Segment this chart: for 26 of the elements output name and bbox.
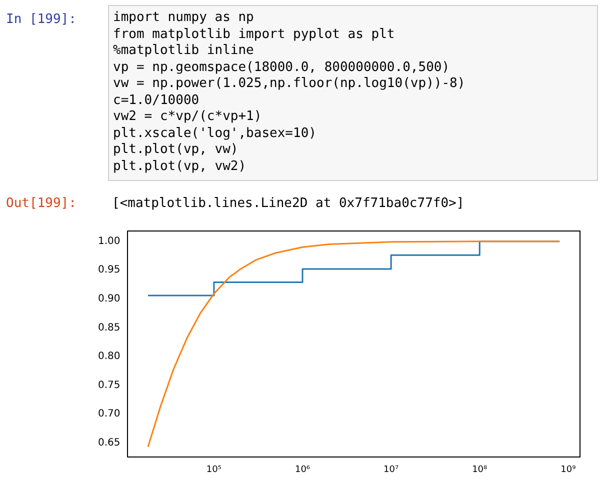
y-tick-label: 0.80 xyxy=(98,351,120,362)
x-tick-label: 10⁶ xyxy=(294,464,310,475)
text: import numpy as np xyxy=(113,10,254,25)
text: plt.xscale('log',basex=10) xyxy=(113,126,316,140)
text: %matplotlib inline xyxy=(113,43,254,58)
x-tick-label: 10⁷ xyxy=(384,464,399,475)
text: Out[199]: xyxy=(6,196,76,211)
y-tick-label: 0.90 xyxy=(98,294,120,305)
text: plt.plot(vp, vw) xyxy=(113,142,238,157)
y-tick-label: 0.70 xyxy=(98,408,120,420)
x-tick-label: 10⁵ xyxy=(206,464,222,475)
y-tick-label: 0.75 xyxy=(98,380,120,391)
x-tick-label: 10⁹ xyxy=(560,464,576,475)
text: plt.plot(vp, vw2) xyxy=(113,158,246,174)
text: vw = np.power(1.025,np.floor(np.log10(vp))-8) xyxy=(113,76,466,91)
text: c=1.0/10000 xyxy=(113,92,200,108)
y-tick-label: 0.65 xyxy=(98,437,120,448)
y-tick-label: 1.00 xyxy=(98,236,120,247)
x-tick-label: 10⁸ xyxy=(472,464,488,475)
text: vw2 = c*vp/(c*vp+1) xyxy=(113,109,262,124)
text: [<matplotlib.lines.Line2D at 0x7f71ba0c77f0>] xyxy=(112,196,464,211)
y-tick-label: 0.85 xyxy=(98,322,120,334)
text: from matplotlib import pyplot as plt xyxy=(113,26,395,42)
text: In [199]: xyxy=(6,12,76,27)
y-tick-label: 0.95 xyxy=(98,264,120,276)
text: vp = np.geomspace(18000.0, 800000000.0,500) xyxy=(113,60,450,74)
